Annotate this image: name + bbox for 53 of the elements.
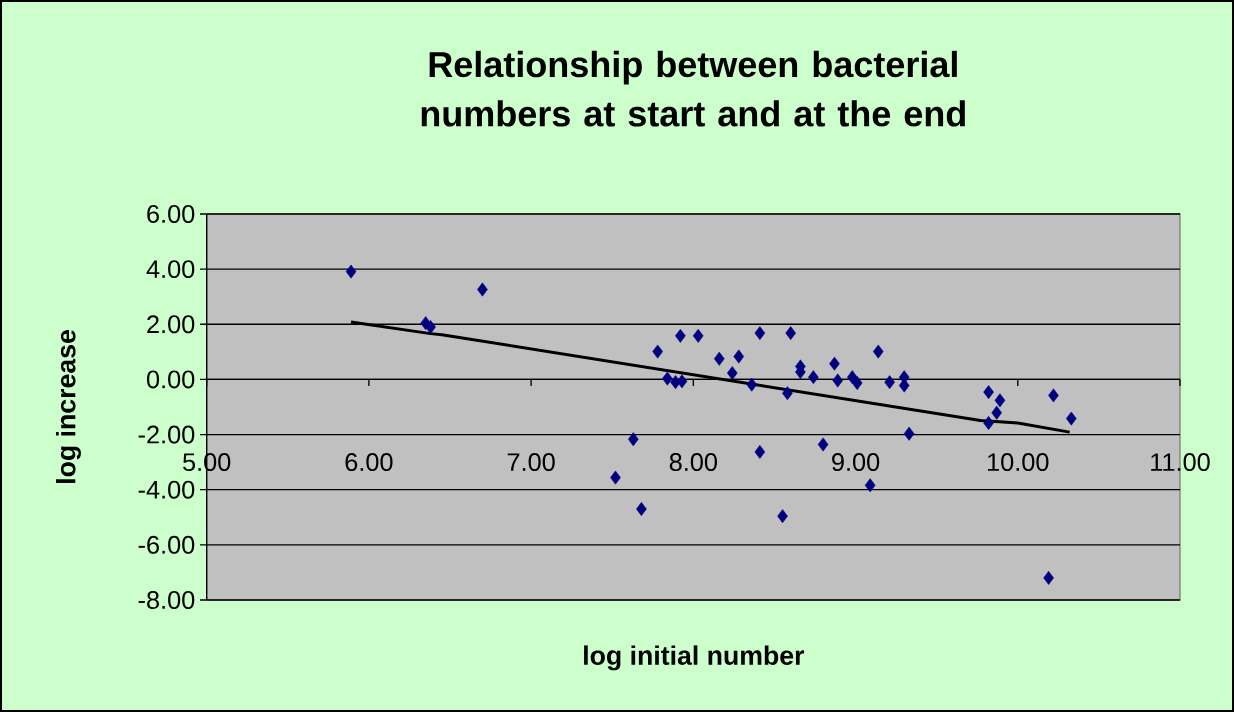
x-tick-label: 11.00 xyxy=(1151,453,1210,472)
point xyxy=(727,366,738,381)
point xyxy=(851,376,863,390)
point xyxy=(1043,570,1054,585)
point xyxy=(1066,411,1077,426)
point xyxy=(994,393,1006,408)
x-tick-label: 10.00 xyxy=(988,453,1049,472)
point xyxy=(628,432,639,447)
point xyxy=(884,375,895,390)
point xyxy=(873,344,884,359)
point xyxy=(425,320,436,334)
point xyxy=(832,373,843,388)
point xyxy=(477,282,488,297)
y-tick-label: -8.00 xyxy=(138,591,195,609)
point xyxy=(1048,388,1059,403)
point xyxy=(733,349,745,364)
point xyxy=(777,509,788,524)
y-tick-label: 2.00 xyxy=(147,315,195,334)
point xyxy=(782,386,793,401)
point xyxy=(345,264,357,279)
point xyxy=(662,371,673,386)
point xyxy=(754,326,766,341)
x-tick-label: 6.00 xyxy=(345,453,393,472)
x-tick-label: 7.00 xyxy=(507,453,555,472)
x-tick-label: 9.00 xyxy=(832,453,880,472)
point xyxy=(610,470,621,485)
point xyxy=(676,374,688,389)
x-tick-label: 8.00 xyxy=(669,453,717,472)
point xyxy=(983,416,994,430)
x-axis-title: log initial number xyxy=(584,645,805,671)
point xyxy=(785,326,796,341)
point xyxy=(636,502,647,516)
point xyxy=(746,377,758,392)
point xyxy=(714,351,725,366)
point xyxy=(652,344,663,359)
y-tick-label: 4.00 xyxy=(146,260,195,279)
point xyxy=(675,328,686,343)
point xyxy=(991,405,1002,420)
y-tick-label: 0.00 xyxy=(146,370,195,389)
y-tick-label: -6.00 xyxy=(138,535,195,554)
y-axis-title: log increase xyxy=(55,330,81,483)
y-tick-label: 6.00 xyxy=(147,205,195,223)
y-tick-label: -2.00 xyxy=(138,425,195,444)
point xyxy=(692,328,704,343)
point xyxy=(817,437,829,452)
point xyxy=(808,370,819,385)
point xyxy=(864,478,876,493)
point xyxy=(983,385,994,400)
point xyxy=(903,426,915,441)
point xyxy=(754,444,766,459)
chart-title: Relationship between bacterial numbers at start and at the end xyxy=(421,50,965,127)
y-tick-label: -4.00 xyxy=(138,480,195,499)
point xyxy=(829,356,840,371)
